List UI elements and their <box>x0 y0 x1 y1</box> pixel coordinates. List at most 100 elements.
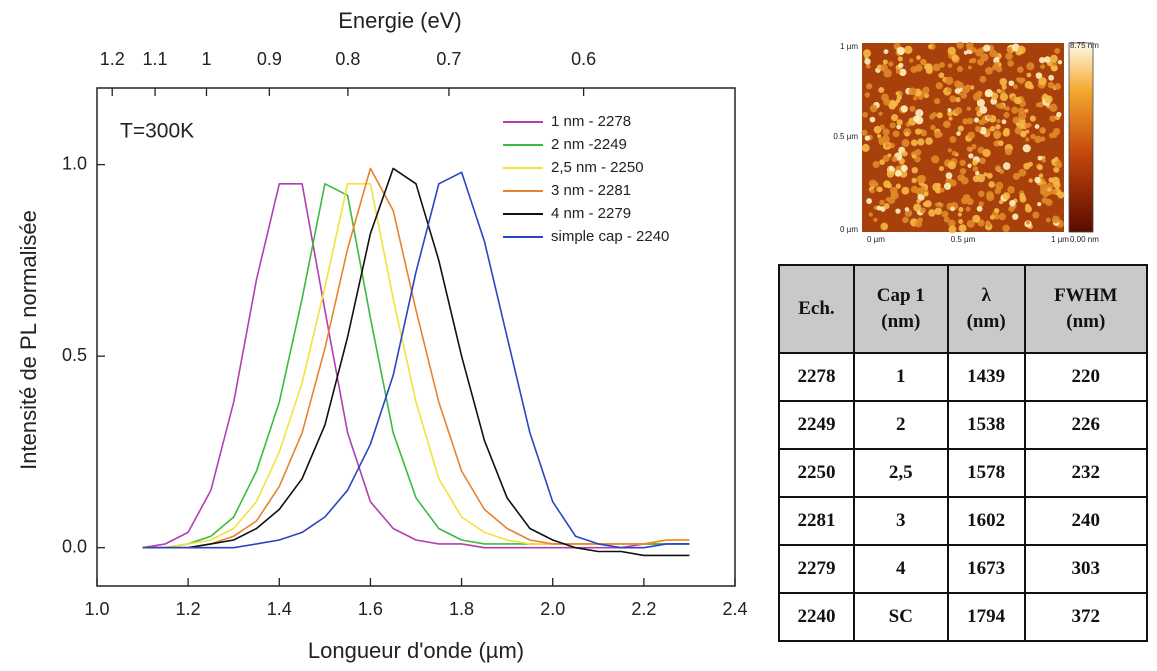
afm-grain <box>861 143 870 152</box>
afm-grain <box>991 92 999 100</box>
table-cell: 372 <box>1023 592 1149 642</box>
afm-grain <box>979 157 986 165</box>
afm-grain <box>1008 205 1015 212</box>
afm-grain <box>957 81 964 88</box>
afm-grain <box>976 205 983 212</box>
afm-grains <box>861 41 1065 234</box>
table-cell: 2250 <box>778 448 855 498</box>
afm-y-label: 1 µm <box>840 42 858 51</box>
afm-grain <box>962 118 969 125</box>
afm-grain <box>876 205 882 211</box>
afm-grain <box>1029 115 1036 122</box>
table-cell: 2278 <box>778 352 855 402</box>
series-line <box>142 167 690 557</box>
afm-grain <box>904 45 913 55</box>
afm-grain <box>968 58 974 64</box>
y-tick-label: 1.0 <box>62 153 87 173</box>
afm-grain <box>1056 111 1062 118</box>
afm-grain <box>880 63 888 72</box>
afm-grain <box>1003 127 1010 134</box>
top-axis-title: Energie (eV) <box>338 8 462 33</box>
table-cell: 2240 <box>778 592 855 642</box>
table-cell: 3 <box>852 496 949 546</box>
afm-grain <box>922 86 930 95</box>
afm-grain <box>979 126 987 135</box>
afm-grain <box>1039 188 1046 195</box>
header-text: FWHM <box>1054 285 1118 306</box>
table-cell: 2279 <box>778 544 855 594</box>
afm-grain <box>960 92 968 99</box>
afm-grain <box>947 148 952 153</box>
afm-grain <box>965 84 971 90</box>
afm-grain <box>934 131 942 139</box>
afm-x-label: 0 µm <box>867 235 885 244</box>
afm-grain <box>994 165 1002 172</box>
afm-grain <box>873 181 879 187</box>
afm-grain <box>864 92 870 98</box>
legend-label: 2 nm -2249 <box>551 136 627 153</box>
x2-tick-label: 1.2 <box>100 49 125 69</box>
afm-grain <box>930 124 936 131</box>
x-tick-label: 1.0 <box>84 599 109 619</box>
afm-grain <box>939 187 945 193</box>
afm-grain <box>939 61 945 68</box>
afm-grain <box>1013 84 1018 90</box>
afm-grain <box>932 63 941 72</box>
afm-grain <box>1005 52 1013 61</box>
afm-grain <box>1002 224 1010 233</box>
x2-tick-label: 1.1 <box>143 49 168 69</box>
afm-grain <box>888 101 897 110</box>
afm-grain <box>1018 168 1027 177</box>
afm-grain <box>949 136 957 143</box>
table-cell: 1439 <box>946 352 1026 402</box>
afm-grain <box>1014 96 1022 105</box>
afm-grain <box>902 216 909 224</box>
afm-grain <box>1001 84 1007 90</box>
afm-grain <box>1048 74 1055 81</box>
afm-grain <box>911 166 918 174</box>
afm-grain <box>864 58 871 65</box>
x2-tick-label: 0.7 <box>436 49 461 69</box>
header-text: Cap 1 <box>876 285 925 306</box>
plot-frame <box>96 87 736 587</box>
afm-grain <box>913 203 922 212</box>
table-cell: 1673 <box>946 544 1026 594</box>
legend-label: simple cap - 2240 <box>551 228 669 245</box>
table-cell: 2249 <box>778 400 855 450</box>
afm-grain <box>948 225 957 234</box>
afm-grain <box>943 182 952 190</box>
afm-grain <box>896 119 903 126</box>
afm-grain <box>1007 60 1014 67</box>
afm-grain <box>979 106 988 114</box>
afm-grain <box>916 175 925 184</box>
series-line <box>142 167 690 549</box>
annotation: T=300K <box>120 120 194 143</box>
afm-grain <box>914 156 921 163</box>
afm-grain <box>1037 164 1043 171</box>
afm-grain <box>1034 135 1042 144</box>
y-axis-title: Intensité de PL normalisée <box>16 210 41 470</box>
afm-grain <box>891 113 899 122</box>
afm-grain <box>983 44 991 52</box>
afm-grain <box>866 198 873 204</box>
afm-grain <box>1037 155 1043 161</box>
afm-grain <box>898 62 904 68</box>
afm-grain <box>1047 187 1052 192</box>
afm-grain <box>985 220 991 226</box>
afm-grain <box>885 143 890 148</box>
x2-tick-label: 0.8 <box>335 49 360 69</box>
afm-grain <box>880 222 888 231</box>
x2-tick-label: 0.9 <box>257 49 282 69</box>
afm-grain <box>963 50 968 55</box>
afm-grain <box>996 88 1001 94</box>
afm-grain <box>877 186 883 193</box>
afm-grain <box>917 90 922 96</box>
afm-grain <box>967 163 972 168</box>
afm-grain <box>996 119 1001 124</box>
afm-grain <box>915 64 923 72</box>
afm-grain <box>879 199 885 206</box>
afm-grain <box>889 122 896 129</box>
afm-grain <box>1048 177 1054 183</box>
